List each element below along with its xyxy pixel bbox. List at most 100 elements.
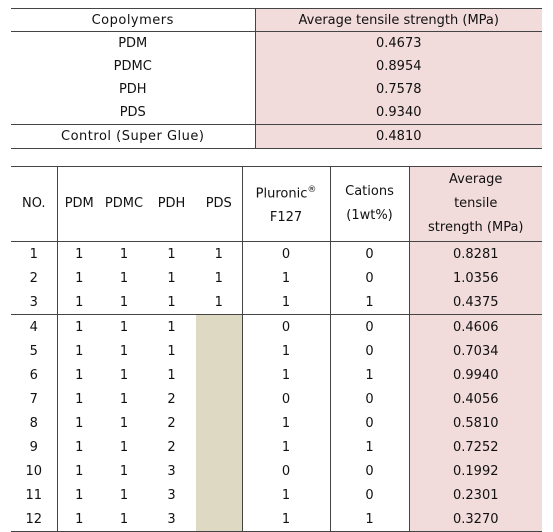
pluronic-cell: 0 xyxy=(242,387,331,411)
cations-header: Cations (1wt%) xyxy=(330,166,410,242)
cations-cell: 1 xyxy=(330,435,410,459)
pds-cell: 1 xyxy=(196,266,243,290)
strength-cell: 0.3270 xyxy=(409,507,542,532)
cations-label: Cations xyxy=(345,184,394,199)
registered-mark: ® xyxy=(307,184,317,195)
pluronic-cell: 1 xyxy=(242,483,331,507)
avg-strength-line2: tensile xyxy=(454,196,498,211)
strength-cell: 0.4375 xyxy=(409,290,542,315)
row-number: 6 xyxy=(11,363,58,387)
pds-cell xyxy=(196,435,243,459)
table1-row: PDS 0.9340 xyxy=(11,101,542,125)
avg-strength-line3: strength (MPa) xyxy=(428,220,524,235)
table-row: 9 1 1 2 1 1 0.7252 xyxy=(11,435,542,459)
pdh-cell: 3 xyxy=(147,507,196,532)
pluronic-cell: 1 xyxy=(242,435,331,459)
pds-cell xyxy=(196,314,243,339)
pds-cell xyxy=(196,339,243,363)
pdh-cell: 3 xyxy=(167,463,176,479)
row-number: 2 xyxy=(11,266,58,290)
pdh-cell: 1 xyxy=(167,246,176,262)
pds-header: PDS xyxy=(196,166,243,242)
pdm-cell: 1 xyxy=(75,415,84,431)
pdh-cell: 1 xyxy=(147,314,196,339)
pluronic-cell: 0 xyxy=(242,459,331,483)
table2-header-row: NO. PDM PDMC PDH PDS Pluronic® F127 Cati… xyxy=(11,166,542,242)
pds-cell xyxy=(196,483,243,507)
control-value: 0.4810 xyxy=(255,124,542,149)
pdh-cell: 1 xyxy=(167,343,176,359)
pdmc-header: PDMC xyxy=(101,166,147,242)
cations-cell: 0 xyxy=(330,314,410,339)
row-number: 4 xyxy=(11,314,58,339)
strength-value: 0.4673 xyxy=(255,31,542,55)
pds-cell: 1 xyxy=(196,241,243,266)
row-number: 10 xyxy=(11,459,58,483)
row-number: 8 xyxy=(11,411,58,435)
avg-strength-header: Average tensile strength (MPa) xyxy=(409,166,542,242)
cations-cell: 0 xyxy=(330,459,410,483)
cations-cell: 1 xyxy=(330,290,410,315)
row-number: 9 xyxy=(11,435,58,459)
no-header: NO. xyxy=(11,166,58,242)
pluronic-cell: 1 xyxy=(242,507,331,532)
strength-value: 0.8954 xyxy=(255,55,542,78)
row-number: 3 xyxy=(11,290,58,315)
table-row: 3 1 1 1 1 1 1 0.4375 xyxy=(11,290,542,315)
strength-cell: 0.2301 xyxy=(409,483,542,507)
pdmc-cell: 1 xyxy=(119,439,129,455)
pdmc-cell: 1 xyxy=(119,246,129,262)
pdh-cell: 2 xyxy=(167,415,176,431)
pdm-cell: 1 xyxy=(75,246,84,262)
copolymer-strength-table: Copolymers Average tensile strength (MPa… xyxy=(11,8,542,149)
pdm-header: PDM xyxy=(57,166,101,242)
pluronic-cell: 1 xyxy=(242,290,331,315)
pdm-cell: 1 xyxy=(75,270,84,286)
table1-row: PDM 0.4673 xyxy=(11,31,542,55)
strength-cell: 0.4056 xyxy=(409,387,542,411)
pluronic-header: Pluronic® F127 xyxy=(242,166,331,242)
table-row: 4 1 1 1 0 0 0.4606 xyxy=(11,314,542,339)
pds-cell: 1 xyxy=(196,290,243,315)
pdh-cell: 2 xyxy=(167,391,176,407)
strength-cell: 0.4606 xyxy=(409,314,542,339)
pds-cell xyxy=(196,411,243,435)
cations-cell: 0 xyxy=(330,241,410,266)
copolymer-name: PDM xyxy=(11,31,256,55)
pdm-cell: 1 xyxy=(75,367,84,383)
pds-cell xyxy=(196,459,243,483)
pdh-header: PDH xyxy=(147,166,196,242)
strength-cell: 0.7252 xyxy=(409,435,542,459)
pluronic-cell: 1 xyxy=(242,339,331,363)
row-number: 1 xyxy=(11,241,58,266)
row-number: 7 xyxy=(11,387,58,411)
pluronic-label: Pluronic xyxy=(255,186,308,202)
pdmc-cell: 1 xyxy=(119,487,129,503)
pdmc-cell: 1 xyxy=(119,415,129,431)
cations-cell: 0 xyxy=(330,483,410,507)
strength-cell: 0.8281 xyxy=(409,241,542,266)
pdm-cell: 1 xyxy=(75,463,84,479)
table-row: 1 1 1 1 1 0 0 0.8281 xyxy=(11,241,542,266)
cations-cell: 1 xyxy=(330,363,410,387)
row-number: 12 xyxy=(11,507,58,532)
control-row: Control (Super Glue) 0.4810 xyxy=(11,124,542,149)
pdmc-cell: 1 xyxy=(119,270,129,286)
pdmc-cell: 1 xyxy=(119,463,129,479)
pdmc-cell: 1 xyxy=(101,507,147,532)
cations-cell: 1 xyxy=(330,507,410,532)
table-row: 10 1 1 3 0 0 0.1992 xyxy=(11,459,542,483)
row-number: 11 xyxy=(11,483,58,507)
copolymer-name: PDMC xyxy=(11,55,256,78)
pdmc-cell: 1 xyxy=(119,343,129,359)
pdm-cell: 1 xyxy=(75,487,84,503)
pdmc-cell: 1 xyxy=(101,314,147,339)
pdm-cell: 1 xyxy=(57,507,101,532)
pdmc-cell: 1 xyxy=(119,367,129,383)
table1-row: PDMC 0.8954 xyxy=(11,55,542,78)
pds-cell xyxy=(196,387,243,411)
pdmc-cell: 1 xyxy=(119,294,129,310)
copolymer-name: PDH xyxy=(11,78,256,101)
pluronic-cell: 0 xyxy=(242,314,331,339)
cations-cell: 0 xyxy=(330,411,410,435)
